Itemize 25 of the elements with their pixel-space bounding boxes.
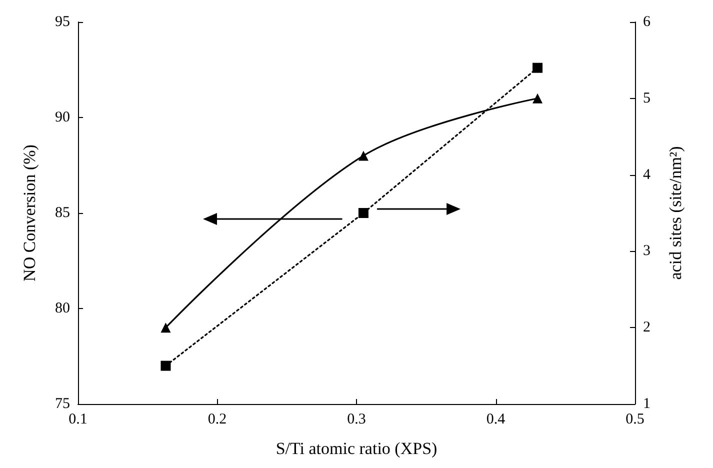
- x-tick-label: 0.4: [486, 412, 506, 428]
- point: [532, 62, 543, 73]
- y2-tick-label: 2: [643, 320, 650, 336]
- y-tick-label: 90: [55, 110, 70, 126]
- point: [358, 208, 368, 218]
- x-tick-label: 0.5: [626, 412, 644, 428]
- x-tick-label: 0.2: [208, 412, 227, 428]
- y2-tick-label: 4: [643, 166, 651, 183]
- y2-tick-label: 1: [643, 396, 650, 412]
- x-tick-label: 0.1: [68, 412, 88, 428]
- point: [160, 322, 171, 333]
- y-tick-label: 80: [55, 300, 70, 316]
- x-tick-label: 0.3: [347, 412, 366, 428]
- point: [160, 360, 171, 371]
- y2-tick-label: 6: [643, 14, 651, 30]
- x-axis-title: S/Ti atomic ratio (XPS): [276, 439, 438, 458]
- point: [358, 150, 368, 161]
- y2-axis-title: acid sites (site/nm²): [666, 146, 685, 280]
- y-tick-label: 75: [55, 396, 70, 412]
- y-tick-label: 95: [55, 14, 70, 30]
- point: [532, 93, 543, 104]
- y-tick-label: 85: [55, 205, 70, 221]
- y2-tick-label: 5: [643, 90, 650, 106]
- y-axis-title: NO Conversion (%): [20, 144, 39, 282]
- y2-tick-label: 3: [643, 243, 650, 260]
